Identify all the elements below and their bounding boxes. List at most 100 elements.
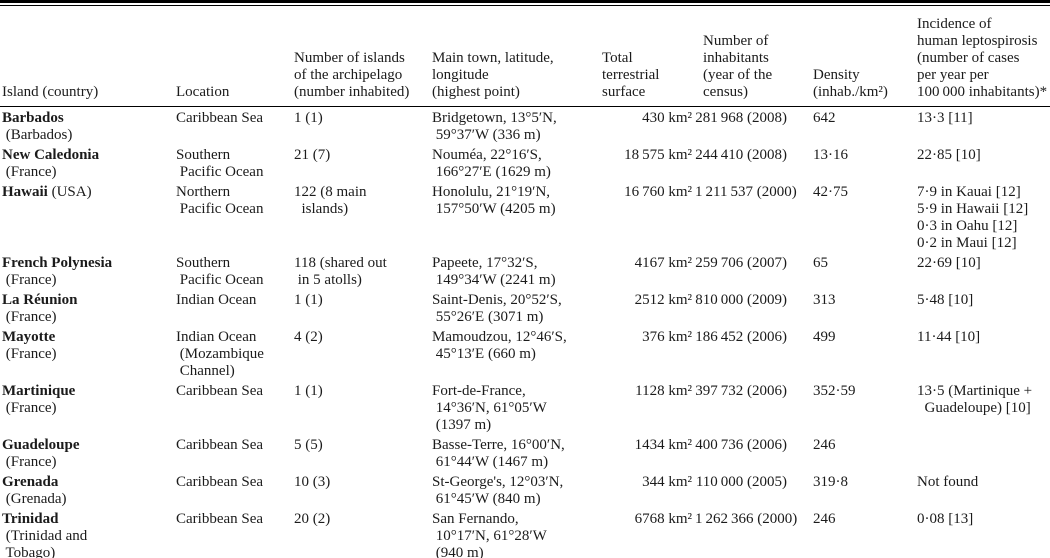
cell-surface: 18 575 km² (624, 147, 692, 163)
table-row: La Réunion (France) Indian Ocean 1 (1) S… (0, 289, 1050, 326)
cell-islands-count: 21 (7) (294, 147, 331, 163)
island-country: (Barbados) (5, 127, 73, 143)
cell-islands-count: 4 (2) (294, 329, 323, 345)
cell-surface: 344 km² (642, 474, 692, 490)
cell-location: Caribbean Sea (176, 110, 264, 126)
cell-incidence: 13·5 (Martinique + Guadeloupe) [10] (917, 383, 1033, 416)
cell-location: Indian Ocean (176, 292, 257, 308)
island-name: French Polynesia (2, 255, 113, 271)
cell-density: 499 (813, 329, 836, 345)
cell-surface: 1434 km² (634, 437, 692, 453)
top-double-rule (0, 0, 1050, 6)
cell-location: Southern Pacific Ocean (176, 255, 264, 288)
cell-island: Mayotte (France) (0, 326, 173, 380)
island-country: (Grenada) (5, 491, 67, 507)
island-name: Martinique (2, 383, 76, 399)
cell-incidence (915, 434, 1050, 471)
table-row: Trinidad (Trinidad and Tobago) Caribbean… (0, 508, 1050, 558)
cell-surface: 1128 km² (635, 383, 692, 399)
cell-inhabitants: 281 968 (2008) (695, 110, 787, 126)
island-country: (France) (5, 272, 57, 288)
col-header-density: Density (inhab./km²) (790, 6, 915, 107)
cell-location: Caribbean Sea (176, 383, 264, 399)
cell-island: Guadeloupe (France) (0, 434, 173, 471)
header-row: Island (country) Location Number of isla… (0, 6, 1050, 107)
cell-density: 313 (813, 292, 836, 308)
islands-leptospirosis-table: Island (country) Location Number of isla… (0, 6, 1050, 558)
cell-main-town: Fort-de-France, 14°36′N, 61°05′W (1397 m… (432, 383, 547, 433)
island-country: (France) (5, 400, 57, 416)
cell-incidence: 5·48 [10] (917, 292, 974, 308)
cell-island: New Caledonia (France) (0, 144, 173, 181)
cell-island: Trinidad (Trinidad and Tobago) (0, 508, 173, 558)
cell-main-town: Saint-Denis, 20°52′S, 55°26′E (3071 m) (432, 292, 562, 325)
cell-incidence: 22·85 [10] (917, 147, 981, 163)
cell-inhabitants: 1 211 537 (2000) (695, 184, 797, 200)
table-row: French Polynesia (France) Southern Pacif… (0, 252, 1050, 289)
cell-main-town: Mamoudzou, 12°46′S, 45°13′E (660 m) (432, 329, 567, 362)
cell-inhabitants: 397 732 (2006) (695, 383, 787, 399)
island-name: New Caledonia (2, 147, 100, 163)
table-row: Martinique (France) Caribbean Sea 1 (1) … (0, 380, 1050, 434)
col-header-main-town: Main town, latitude, longitude (highest … (430, 6, 598, 107)
cell-surface: 6768 km² (634, 511, 692, 527)
table-row: Barbados (Barbados) Caribbean Sea 1 (1) … (0, 107, 1050, 145)
island-country: (USA) (47, 184, 92, 200)
cell-location: Caribbean Sea (176, 437, 264, 453)
table-body: Barbados (Barbados) Caribbean Sea 1 (1) … (0, 107, 1050, 558)
cell-island: French Polynesia (France) (0, 252, 173, 289)
cell-island: Grenada (Grenada) (0, 471, 173, 508)
cell-island: Hawaii (USA) (0, 181, 173, 252)
cell-density: 13·16 (813, 147, 848, 163)
cell-surface: 16 760 km² (624, 184, 692, 200)
island-name: Mayotte (2, 329, 56, 345)
col-header-incidence: Incidence of human leptospirosis (number… (915, 6, 1050, 107)
cell-density: 65 (813, 255, 828, 271)
cell-surface: 2512 km² (634, 292, 692, 308)
col-header-inhabitants: Number of inhabitants (year of the censu… (695, 6, 790, 107)
table-row: Mayotte (France) Indian Ocean (Mozambiqu… (0, 326, 1050, 380)
island-name: Trinidad (2, 511, 59, 527)
table-row: Hawaii (USA) Northern Pacific Ocean 122 … (0, 181, 1050, 252)
cell-island: Martinique (France) (0, 380, 173, 434)
cell-inhabitants: 1 262 366 (2000) (695, 511, 798, 527)
cell-density: 42·75 (813, 184, 848, 200)
table-header: Island (country) Location Number of isla… (0, 6, 1050, 107)
col-header-location: Location (173, 6, 293, 107)
cell-inhabitants: 810 000 (2009) (695, 292, 787, 308)
col-header-surface: Total terrestrial surface (598, 6, 695, 107)
island-name: La Réunion (2, 292, 78, 308)
cell-inhabitants: 186 452 (2006) (695, 329, 787, 345)
table-row: New Caledonia (France) Southern Pacific … (0, 144, 1050, 181)
cell-incidence: 13·3 [11] (917, 110, 973, 126)
cell-surface: 430 km² (642, 110, 692, 126)
cell-location: Southern Pacific Ocean (176, 147, 264, 180)
cell-island: Barbados (Barbados) (0, 107, 173, 145)
cell-incidence: Not found (917, 474, 979, 490)
cell-inhabitants: 400 736 (2006) (695, 437, 787, 453)
cell-islands-count: 10 (3) (294, 474, 331, 490)
table-row: Guadeloupe (France) Caribbean Sea 5 (5) … (0, 434, 1050, 471)
cell-islands-count: 20 (2) (294, 511, 331, 527)
island-country: (France) (5, 309, 57, 325)
cell-island: La Réunion (France) (0, 289, 173, 326)
cell-main-town: Honolulu, 21°19′N, 157°50′W (4205 m) (432, 184, 556, 217)
table-row: Grenada (Grenada) Caribbean Sea 10 (3) S… (0, 471, 1050, 508)
cell-islands-count: 1 (1) (294, 110, 323, 126)
cell-density: 246 (813, 511, 836, 527)
cell-location: Northern Pacific Ocean (176, 184, 264, 217)
cell-islands-count: 1 (1) (294, 383, 323, 399)
cell-inhabitants: 110 000 (2005) (695, 474, 787, 490)
cell-density: 642 (813, 110, 836, 126)
col-header-island: Island (country) (0, 6, 173, 107)
col-header-islands-count: Number of islands of the archipelago (nu… (293, 6, 430, 107)
cell-inhabitants: 259 706 (2007) (695, 255, 787, 271)
cell-incidence: 22·69 [10] (917, 255, 981, 271)
cell-inhabitants: 244 410 (2008) (695, 147, 787, 163)
cell-main-town: Nouméa, 22°16′S, 166°27′E (1629 m) (432, 147, 551, 180)
cell-density: 352·59 (813, 383, 856, 399)
island-country: (France) (5, 164, 57, 180)
cell-density: 246 (813, 437, 836, 453)
island-name: Barbados (2, 110, 64, 126)
